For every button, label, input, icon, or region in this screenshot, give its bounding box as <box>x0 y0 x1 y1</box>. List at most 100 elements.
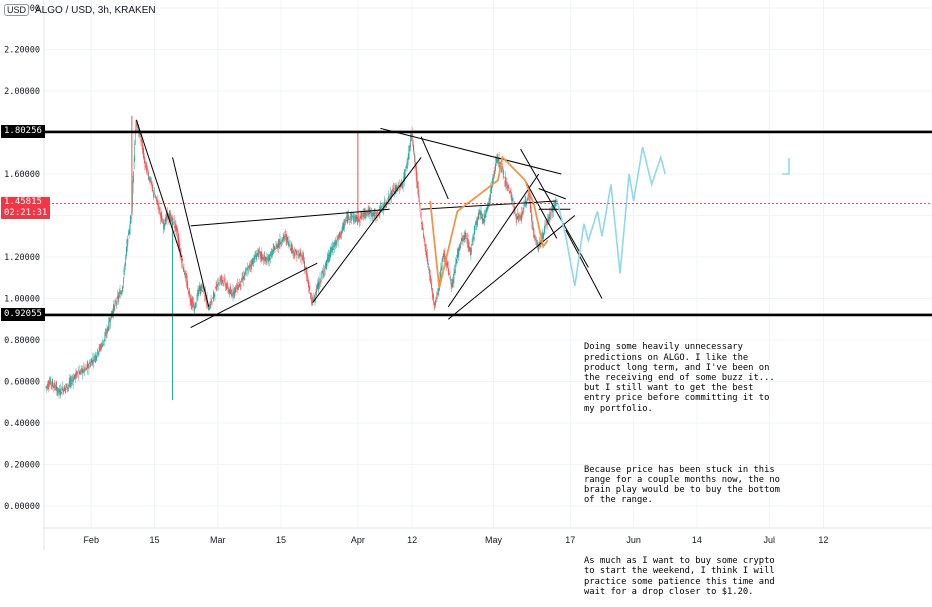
candle-body <box>120 292 121 294</box>
candle-body <box>115 302 117 304</box>
candle-body <box>434 303 436 307</box>
candle-body <box>411 132 412 137</box>
candle-body <box>217 286 219 288</box>
price-chart[interactable]: 0.00000 0.20000 0.40000 0.60000 0.80000 1.000… <box>0 0 932 550</box>
candle-body <box>288 241 290 247</box>
candle-body <box>467 237 468 242</box>
candle-body <box>223 280 224 282</box>
candle-body <box>194 306 195 311</box>
candle-body <box>253 257 255 263</box>
candle-body <box>81 367 82 369</box>
candle-body <box>373 215 374 217</box>
candle-body <box>456 258 458 260</box>
candle-body <box>497 154 498 163</box>
candle-body <box>336 240 337 245</box>
candle-body <box>444 253 446 260</box>
candle-body <box>453 279 454 283</box>
candle-body <box>450 279 451 282</box>
candle-body <box>509 189 511 193</box>
candle-body <box>389 197 390 199</box>
candle-body <box>298 254 299 259</box>
candle-body <box>267 260 269 264</box>
y-tick-label: 2.00000 <box>4 87 40 97</box>
candle-body <box>406 160 408 169</box>
candle-body <box>184 272 186 275</box>
candle-body <box>123 269 125 276</box>
candle-body <box>501 169 503 172</box>
candle-body <box>503 172 504 174</box>
candle-body <box>153 190 154 195</box>
candle-body <box>76 372 77 377</box>
candle-body <box>168 215 170 219</box>
candle-body <box>444 255 445 257</box>
candle-body <box>50 378 51 384</box>
candle-body <box>54 382 55 388</box>
candle-body <box>294 251 295 257</box>
candle-body <box>455 260 457 265</box>
candle-body <box>95 356 97 360</box>
candle-body <box>212 295 214 297</box>
candle-body <box>337 235 339 243</box>
candle-body <box>402 181 404 188</box>
candle-body <box>155 196 157 198</box>
candle-body <box>280 242 281 245</box>
candle-body <box>372 211 374 217</box>
x-tick-label: Jul <box>763 535 775 545</box>
candle-body <box>102 343 104 345</box>
candle-body <box>163 224 164 230</box>
candle-body <box>499 163 501 165</box>
candle-body <box>360 212 362 216</box>
candle-body <box>388 196 390 198</box>
candle-body <box>396 187 397 192</box>
trendline <box>312 157 422 303</box>
candle-body <box>319 282 320 287</box>
candle-body <box>536 240 538 242</box>
candle-body <box>317 285 319 289</box>
candle-body <box>479 210 480 212</box>
candle-body <box>414 155 415 157</box>
candle-body <box>132 180 134 192</box>
candle-body <box>259 251 260 252</box>
candle-body <box>192 301 194 309</box>
candle-body <box>72 379 73 381</box>
candle-body <box>328 254 329 262</box>
candle-body <box>470 248 471 255</box>
candle-body <box>453 273 455 283</box>
candle-body <box>248 265 250 267</box>
candle-body <box>408 148 410 154</box>
candle-body <box>94 356 96 358</box>
candle-body <box>303 256 304 263</box>
candle-body <box>57 388 58 394</box>
candle-body <box>85 366 87 368</box>
candle-body <box>492 175 494 183</box>
candle-body <box>279 244 280 245</box>
candle-body <box>488 198 490 206</box>
candle-body <box>142 146 143 153</box>
candle-body <box>79 370 81 375</box>
candle-body <box>250 264 252 267</box>
candle-body <box>502 169 504 175</box>
symbol-label[interactable]: ALGO / USD, 3h, KRAKEN <box>35 4 156 16</box>
candle-body <box>114 303 116 307</box>
candle-body <box>520 215 522 218</box>
candle-body <box>124 269 125 272</box>
candle-body <box>129 229 130 234</box>
candle-body <box>140 132 141 137</box>
candle-body <box>436 296 437 298</box>
candle-body <box>502 167 503 170</box>
candle-body <box>310 292 311 295</box>
currency-badge[interactable]: USD <box>4 4 30 16</box>
candle-body <box>416 170 417 183</box>
candle-body <box>211 300 212 303</box>
candle-body <box>285 235 287 240</box>
candle-body <box>351 215 353 217</box>
candle-body <box>416 178 418 183</box>
candle-body <box>106 331 107 333</box>
candle-body <box>202 290 203 292</box>
candle-body <box>418 193 420 198</box>
candle-body <box>96 355 98 358</box>
candle-body <box>286 237 288 242</box>
candle-body <box>255 258 257 260</box>
candle-body <box>480 211 481 216</box>
candle-body <box>77 374 79 377</box>
